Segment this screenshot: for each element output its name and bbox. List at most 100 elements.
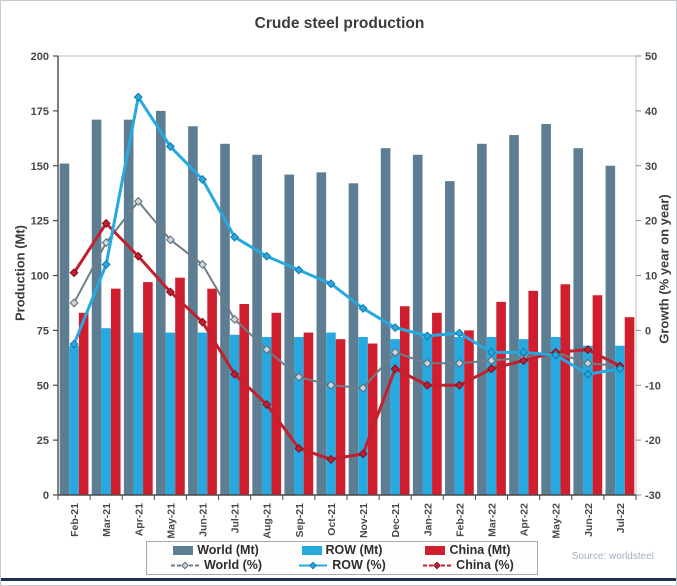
left-axis-tick-label: 25 xyxy=(37,435,49,447)
line-row_pct xyxy=(72,95,621,376)
bar-china xyxy=(592,295,603,495)
bar-row xyxy=(101,328,111,495)
right-axis-tick-label: 40 xyxy=(645,106,657,118)
x-axis-tick-label: Feb-21 xyxy=(69,503,81,537)
marker-row_pct xyxy=(326,279,336,289)
bar-world xyxy=(348,183,359,495)
x-axis-tick-label: May-22 xyxy=(551,503,563,539)
bottom-accent-bar xyxy=(1,578,676,581)
marker-row_pct xyxy=(230,232,240,242)
bar-row xyxy=(326,332,336,495)
marker-world_pct xyxy=(422,358,432,368)
line-china_pct xyxy=(72,221,621,461)
legend-item-china-pct: China (%) xyxy=(405,558,531,573)
marker-china_pct xyxy=(294,443,304,453)
bar-china xyxy=(464,330,474,495)
bar-row xyxy=(550,336,561,495)
bar-world xyxy=(573,148,584,495)
x-axis-tick-label: Mar-21 xyxy=(101,503,113,537)
plot-area: 0 25 50 75 100 125 150 175 200 -30 -20 -10 0 10 20 30 40… xyxy=(31,51,661,539)
legend-label: World (%) xyxy=(203,558,263,572)
right-axis-tick-label: -20 xyxy=(645,435,661,447)
bar-row xyxy=(69,345,79,495)
bar-china xyxy=(110,288,121,495)
marker-row_pct xyxy=(133,92,143,102)
x-axis-tick-label: May-21 xyxy=(165,503,177,539)
marker-china_pct xyxy=(230,369,240,379)
bar-row xyxy=(294,336,304,495)
bar-world xyxy=(155,110,166,495)
legend-label: China (%) xyxy=(456,558,514,572)
marker-row_pct xyxy=(583,369,593,379)
x-axis-tick-label: Feb-22 xyxy=(454,503,466,537)
legend-diamond xyxy=(433,561,442,570)
legend-swatch-world-mt xyxy=(173,546,194,555)
bar-china xyxy=(175,277,185,495)
legend-swatch-row-mt xyxy=(301,546,322,555)
bar-row xyxy=(486,336,497,495)
marker-china_pct xyxy=(422,380,432,390)
bar-china xyxy=(207,288,217,495)
marker-china_pct xyxy=(69,268,79,278)
x-axis-tick-label: Jan-22 xyxy=(422,503,434,536)
marker-row_pct xyxy=(454,328,464,338)
bar-row xyxy=(165,332,176,495)
bar-china xyxy=(432,312,442,495)
marker-row_pct xyxy=(197,174,208,184)
bar-world xyxy=(316,172,327,495)
marker-row_pct xyxy=(165,142,175,152)
bar-row xyxy=(422,336,433,495)
legend-swatch-china-pct xyxy=(422,560,452,571)
bar-world xyxy=(605,165,616,495)
bar-china xyxy=(399,306,410,495)
legend-swatch-row-pct xyxy=(298,560,328,571)
right-axis-tick-label: 50 xyxy=(645,51,657,63)
x-axis-tick-label: Nov-21 xyxy=(358,503,370,538)
source-note: Source: worldsteel xyxy=(571,551,654,562)
right-axis-tick-label: -10 xyxy=(645,380,661,392)
right-axis-tick-label: 0 xyxy=(645,325,651,337)
marker-china_pct xyxy=(390,364,400,374)
left-axis-tick-label: 100 xyxy=(31,271,49,283)
legend-item-row-mt: ROW (Mt) xyxy=(279,543,405,558)
left-axis-tick-label: 50 xyxy=(37,380,49,392)
marker-world_pct xyxy=(69,298,79,308)
marker-world_pct xyxy=(262,345,272,355)
bar-row xyxy=(133,332,144,495)
bar-china xyxy=(496,301,506,495)
marker-world_pct xyxy=(230,314,240,324)
x-axis-tick-label: Jul-22 xyxy=(615,503,627,534)
bar-world xyxy=(477,143,487,496)
bar-world xyxy=(123,119,134,495)
marker-china_pct xyxy=(358,449,368,459)
x-axis-tick-label: Jun-21 xyxy=(198,503,210,537)
left-axis-tick-label: 175 xyxy=(31,106,49,118)
bar-row xyxy=(390,339,400,495)
legend-swatch-china-mt xyxy=(425,546,446,555)
bar-row xyxy=(261,336,272,495)
marker-world_pct xyxy=(326,380,336,390)
marker-china_pct xyxy=(326,454,336,464)
bar-world xyxy=(59,163,70,495)
marker-china_pct xyxy=(262,399,272,409)
bar-china xyxy=(271,312,282,495)
legend-label: ROW (Mt) xyxy=(325,543,383,557)
bar-world xyxy=(220,143,230,496)
x-axis-tick-label: Jul-21 xyxy=(230,503,242,534)
left-axis-tick-label: 125 xyxy=(31,216,49,228)
marker-row_pct xyxy=(422,331,432,341)
bar-china xyxy=(78,312,89,495)
bar-world xyxy=(188,126,198,496)
marker-row_pct xyxy=(486,347,497,357)
x-axis-tick-label: Jun-22 xyxy=(583,503,595,537)
bar-china xyxy=(303,332,314,495)
bar-world xyxy=(91,119,102,495)
marker-world_pct xyxy=(294,372,304,382)
bar-row xyxy=(229,334,240,495)
right-axis-tick-label: 30 xyxy=(645,161,657,173)
marker-china_pct xyxy=(165,287,175,297)
marker-world_pct xyxy=(133,196,143,206)
bar-world xyxy=(444,181,455,496)
right-axis-tick-label: -30 xyxy=(645,490,661,502)
x-axis-tick-label: Mar-22 xyxy=(487,503,499,537)
